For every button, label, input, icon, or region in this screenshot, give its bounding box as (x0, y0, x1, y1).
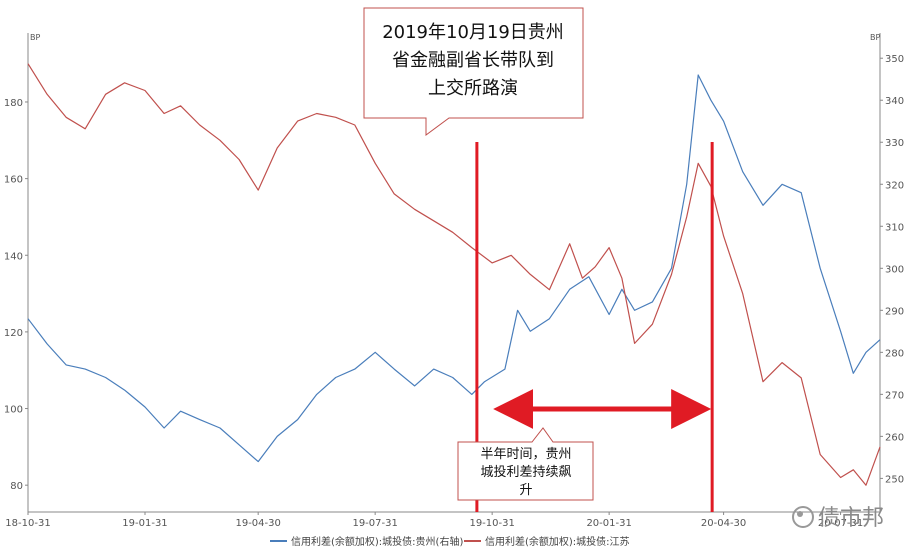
right-tick-label: 270 (885, 390, 904, 401)
right-tick-label: 350 (885, 54, 904, 65)
left-tick-label: 120 (4, 328, 23, 339)
left-axis-ticks: 80 100 120 140 160 180 (4, 98, 28, 492)
series-line-guizhou (27, 74, 881, 463)
legend-label-guizhou: 信用利差(余额加权):城投债:贵州(右轴) (291, 535, 463, 548)
right-tick-label: 320 (885, 180, 904, 191)
right-tick-label: 300 (885, 264, 904, 275)
left-tick-label: 180 (4, 98, 23, 109)
bottom-callout-line-2: 城投利差持续飙 (480, 464, 571, 480)
x-tick-label: 20-04-30 (701, 518, 746, 529)
series-line-jiangsu (27, 63, 881, 486)
x-tick-label: 19-01-31 (122, 518, 167, 529)
left-axis-unit: BP (30, 33, 40, 42)
top-callout-line-1: 2019年10月19日贵州 (382, 22, 564, 43)
right-axis-ticks: 250 260 270 280 290 300 310 320 330 340 350 (880, 54, 904, 485)
x-axis-ticks: 18-10-31 19-01-31 19-04-30 19-07-31 19-10-31… (5, 512, 863, 529)
left-tick-label: 160 (4, 175, 23, 186)
x-tick-label: 18-10-31 (5, 518, 50, 529)
right-tick-label: 340 (885, 96, 904, 107)
top-callout-line-2: 省金融副省长带队到 (392, 50, 554, 71)
left-tick-label: 80 (10, 481, 23, 492)
right-tick-label: 250 (885, 474, 904, 485)
top-callout: 2019年10月19日贵州 省金融副省长带队到 上交所路演 (363, 7, 584, 136)
x-tick-label: 19-04-30 (235, 518, 280, 529)
top-callout-line-3: 上交所路演 (428, 78, 518, 99)
left-tick-label: 100 (4, 405, 23, 416)
x-tick-label: 19-07-31 (352, 518, 397, 529)
watermark: 债市邦 (792, 506, 884, 531)
bottom-callout-line-1: 半年时间，贵州 (480, 447, 571, 462)
watermark-logo-dot-icon (797, 511, 803, 517)
x-tick-label: 19-10-31 (469, 518, 514, 529)
watermark-logo-icon (792, 506, 814, 528)
legend: 信用利差(余额加权):城投债:贵州(右轴) 信用利差(余额加权):城投债:江苏 (270, 535, 630, 548)
right-tick-label: 310 (885, 222, 904, 233)
x-tick-label: 20-01-31 (586, 518, 631, 529)
bottom-callout: 半年时间，贵州 城投利差持续飙 升 (457, 427, 594, 501)
left-tick-label: 140 (4, 251, 23, 262)
watermark-text: 债市邦 (818, 506, 884, 531)
right-axis-unit: BP (870, 33, 880, 42)
series-layer (27, 63, 881, 486)
right-tick-label: 260 (885, 432, 904, 443)
x-tick-label: 20-07-31 (818, 518, 863, 529)
right-tick-label: 290 (885, 306, 904, 317)
legend-label-jiangsu: 信用利差(余额加权):城投债:江苏 (485, 535, 630, 548)
right-tick-label: 280 (885, 348, 904, 359)
bottom-callout-line-3: 升 (519, 483, 532, 498)
right-tick-label: 330 (885, 138, 904, 149)
